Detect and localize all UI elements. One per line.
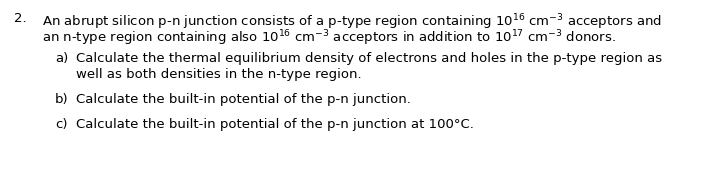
Text: An abrupt silicon p-n junction consists of a p-type region containing $10^{16}$ : An abrupt silicon p-n junction consists … <box>42 12 662 32</box>
Text: Calculate the thermal equilibrium density of electrons and holes in the p-type r: Calculate the thermal equilibrium densit… <box>76 52 662 65</box>
Text: well as both densities in the n-type region.: well as both densities in the n-type reg… <box>76 68 362 81</box>
Text: c): c) <box>55 118 67 131</box>
Text: an n-type region containing also $10^{16}$ cm$^{-3}$ acceptors in addition to $1: an n-type region containing also $10^{16… <box>42 28 616 48</box>
Text: Calculate the built-in potential of the p-n junction.: Calculate the built-in potential of the … <box>76 93 411 106</box>
Text: Calculate the built-in potential of the p-n junction at 100°C.: Calculate the built-in potential of the … <box>76 118 474 131</box>
Text: 2.: 2. <box>14 12 27 25</box>
Text: b): b) <box>55 93 69 106</box>
Text: a): a) <box>55 52 68 65</box>
